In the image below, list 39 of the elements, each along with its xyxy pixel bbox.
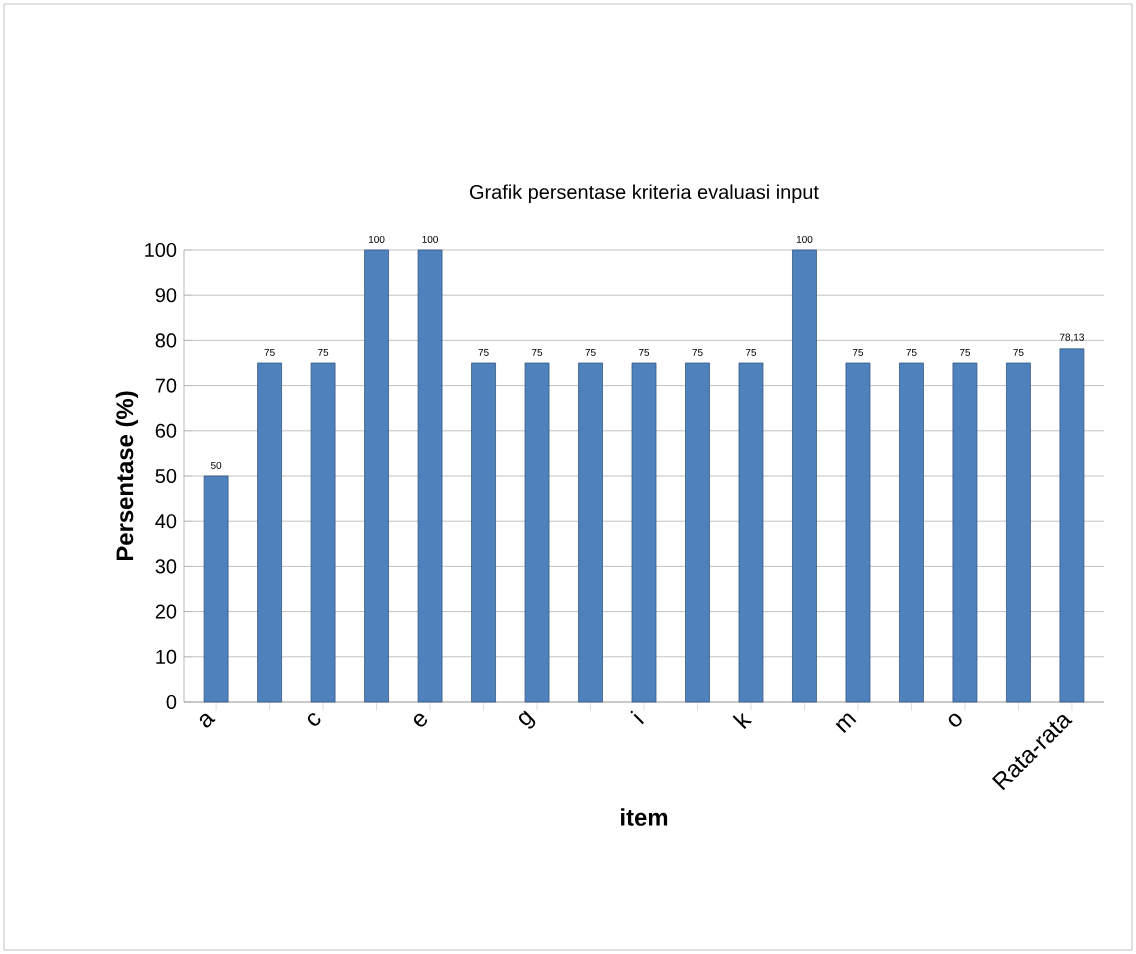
y-tick-label: 50 xyxy=(155,468,177,484)
x-tick-label: a xyxy=(199,713,216,728)
bar xyxy=(1006,362,1031,703)
bar xyxy=(952,362,978,703)
x-tick-label: k xyxy=(732,712,753,729)
bar xyxy=(364,249,389,703)
bar xyxy=(631,362,657,703)
x-tick-label: o xyxy=(948,713,962,727)
y-axis-title: Persentase (%) xyxy=(115,391,139,561)
bar xyxy=(578,362,603,703)
x-tick-label: i xyxy=(630,710,644,725)
bar xyxy=(524,362,550,703)
y-tick-label: 80 xyxy=(155,333,177,348)
x-tick-label: g xyxy=(518,710,536,729)
bar xyxy=(417,249,443,703)
bar xyxy=(845,362,871,703)
x-axis-title: item xyxy=(621,808,668,826)
bar xyxy=(1059,348,1085,703)
y-tick-label: 40 xyxy=(155,514,177,529)
x-tick-label: e xyxy=(413,713,427,727)
bar xyxy=(792,249,817,703)
x-tick-label: m xyxy=(835,713,857,733)
chart-title: Grafik persentase kriteria evaluasi input xyxy=(470,184,819,203)
bar xyxy=(203,475,229,703)
y-tick-label: 10 xyxy=(156,649,177,664)
y-tick-label: 60 xyxy=(155,423,177,438)
y-tick-label: 30 xyxy=(155,559,177,574)
x-tick-label: c xyxy=(307,713,321,726)
bar xyxy=(257,362,282,703)
bar xyxy=(685,362,710,703)
bar xyxy=(310,362,336,703)
bar xyxy=(899,362,924,703)
bar xyxy=(471,362,496,703)
y-tick-label: 100 xyxy=(145,242,177,258)
y-tick-label: 20 xyxy=(155,604,177,619)
bar xyxy=(738,362,764,703)
y-tick-label: 0 xyxy=(166,694,177,710)
y-tick-label: 90 xyxy=(155,288,177,303)
y-tick-label: 70 xyxy=(155,378,177,393)
